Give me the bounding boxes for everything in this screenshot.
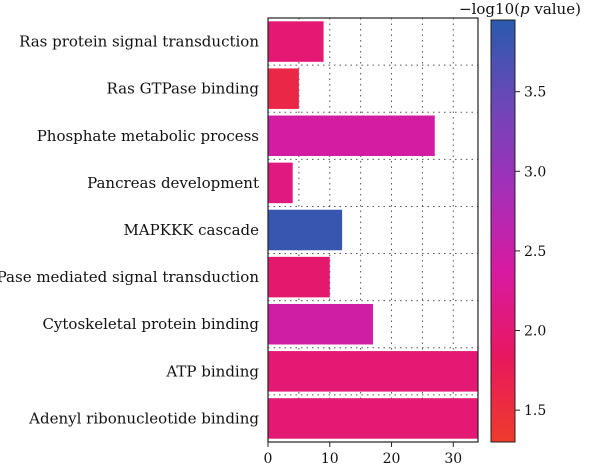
colorbar-ticks: 1.5 2.0 2.5 3.0 3.5	[515, 85, 546, 419]
bar	[268, 115, 435, 157]
bar	[268, 303, 373, 345]
colorbar-tick-label: 1.5	[524, 403, 546, 419]
colorbar-tick-label: 3.0	[524, 164, 546, 180]
colorbar-title-prefix: −log10(	[459, 0, 520, 18]
category-labels: Ras protein signal transduction Ras GTPas…	[0, 33, 259, 428]
x-tick-label: 20	[383, 451, 401, 467]
colorbar-gradient	[490, 19, 516, 443]
category-label: MAPKKK cascade	[123, 221, 259, 239]
x-tick-label: 30	[444, 451, 462, 467]
bar	[268, 68, 299, 109]
category-label: ATP binding	[165, 362, 259, 380]
plot-frame	[267, 17, 479, 443]
bar	[268, 21, 324, 62]
colorbar-tick-label: 3.5	[524, 85, 546, 101]
category-label: Phosphate metabolic process	[37, 127, 259, 145]
bars	[268, 21, 478, 439]
category-label: Pancreas development	[87, 174, 259, 192]
colorbar-tick-label: 2.0	[524, 324, 546, 340]
bar	[268, 351, 478, 392]
x-axis-ticks: 0 10 20 30	[264, 442, 462, 467]
colorbar-title-italic: p	[520, 0, 530, 18]
category-label: Ras GTPase binding	[107, 80, 260, 98]
colorbar: 1.5 2.0 2.5 3.0 3.5 −log10(p value)	[459, 0, 581, 443]
bar	[268, 162, 293, 204]
category-label: GTPase mediated signal transduction	[0, 268, 259, 286]
category-label: Cytoskeletal protein binding	[42, 315, 259, 333]
x-tick-label: 10	[321, 451, 339, 467]
colorbar-title: −log10(p value)	[459, 0, 581, 18]
bar	[268, 256, 330, 298]
colorbar-title-suffix: value)	[530, 0, 581, 18]
x-tick-label: 0	[264, 451, 273, 467]
colorbar-tick-label: 2.5	[524, 244, 546, 260]
category-label: Adenyl ribonucleotide binding	[28, 409, 259, 427]
bar	[268, 209, 343, 251]
category-label: Ras protein signal transduction	[19, 33, 259, 51]
bar	[268, 398, 478, 439]
